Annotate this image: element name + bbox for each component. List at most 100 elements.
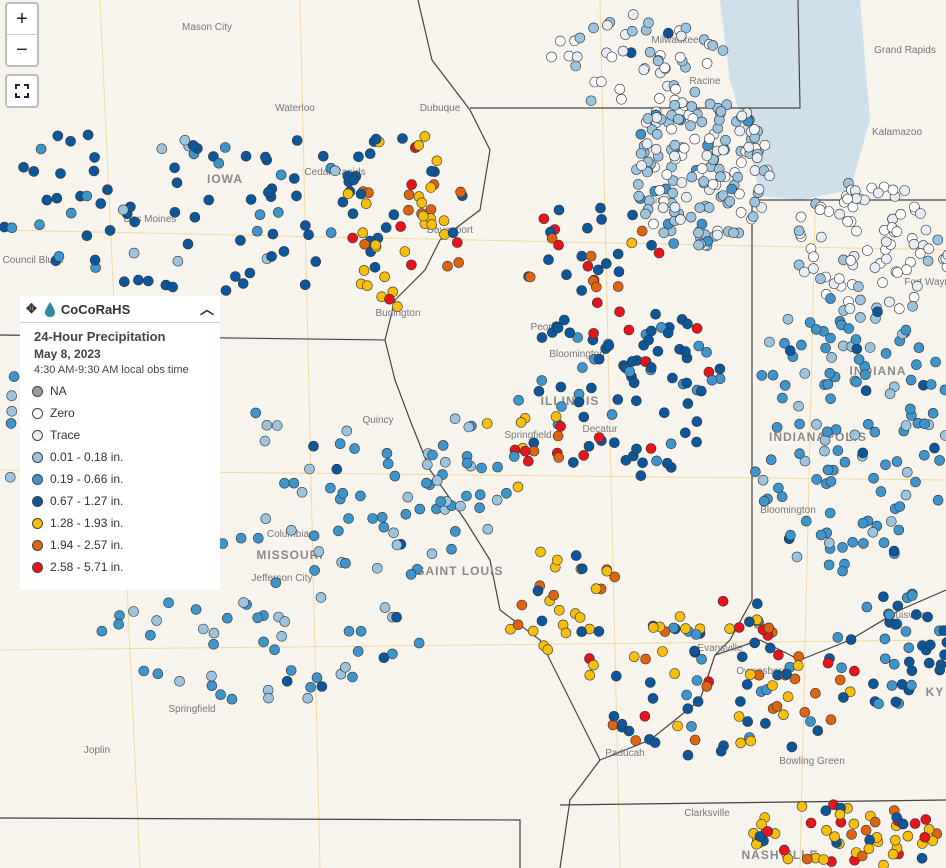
station-marker <box>632 179 644 190</box>
station-marker <box>848 818 860 830</box>
place-label: Paducah <box>605 748 644 759</box>
station-marker <box>118 204 129 216</box>
station-marker <box>533 385 545 397</box>
brand: CoCoRaHS <box>60 301 131 317</box>
station-marker <box>588 659 599 671</box>
station-marker <box>593 353 605 365</box>
station-marker <box>616 718 628 730</box>
station-marker <box>855 294 866 306</box>
station-marker <box>686 721 697 732</box>
station-marker <box>654 185 666 196</box>
station-marker <box>834 208 846 220</box>
zoom-in[interactable]: + <box>7 4 37 35</box>
station-marker <box>617 45 629 57</box>
station-marker <box>583 440 595 452</box>
station-marker <box>647 693 659 704</box>
station-marker <box>704 98 716 110</box>
station-marker <box>636 225 648 237</box>
logo <box>44 302 55 317</box>
place-label: Joplin <box>84 745 110 756</box>
station-marker <box>595 76 607 87</box>
place-label: Bloomington <box>549 349 605 360</box>
station-marker <box>582 260 594 272</box>
station-marker <box>855 312 866 323</box>
station-marker <box>570 60 582 72</box>
station-marker <box>263 187 274 198</box>
place-label: IOWA <box>207 172 243 186</box>
station-marker <box>421 459 433 470</box>
station-marker <box>553 204 565 216</box>
station-marker <box>614 306 625 318</box>
station-marker <box>796 339 807 351</box>
station-marker <box>756 818 767 830</box>
station-marker <box>642 113 654 124</box>
station-marker <box>922 611 933 623</box>
stations <box>0 9 946 868</box>
legend-label: Zero <box>50 406 75 420</box>
station-marker <box>669 668 681 679</box>
station-marker <box>524 271 536 283</box>
station-marker <box>743 141 755 153</box>
station-marker <box>782 691 794 703</box>
station-marker <box>810 687 821 699</box>
station-marker <box>206 670 217 682</box>
station-marker <box>182 238 194 250</box>
station-marker <box>609 437 620 449</box>
station-marker <box>169 207 181 218</box>
station-marker <box>612 248 624 260</box>
station-marker <box>815 529 827 541</box>
station-marker <box>891 226 903 237</box>
station-marker <box>413 637 425 649</box>
station-marker <box>626 25 638 37</box>
station-marker <box>431 475 443 486</box>
station-marker <box>842 216 853 227</box>
station-marker <box>208 638 219 650</box>
legend-label: 0.01 - 0.18 in. <box>50 450 124 464</box>
station-marker <box>724 196 736 207</box>
station-marker <box>832 445 844 456</box>
station-marker <box>736 110 748 122</box>
station-marker <box>751 152 763 163</box>
station-marker <box>603 340 615 351</box>
station-marker <box>901 264 912 276</box>
station-marker <box>789 673 801 685</box>
station-marker <box>361 280 373 292</box>
station-marker <box>875 486 887 497</box>
station-marker <box>235 235 246 246</box>
station-marker <box>230 271 241 282</box>
station-marker <box>416 197 428 209</box>
station-marker <box>602 19 613 31</box>
station-marker <box>651 455 662 467</box>
station-marker <box>645 325 657 337</box>
station-marker <box>695 385 707 397</box>
station-marker <box>527 625 539 637</box>
station-marker <box>252 612 264 624</box>
station-marker <box>449 413 461 425</box>
station-marker <box>860 369 871 381</box>
station-marker <box>536 615 548 627</box>
station-marker <box>923 657 935 669</box>
station-marker <box>689 86 701 98</box>
place-label: MISSOURI <box>256 548 323 562</box>
station-marker <box>279 477 290 489</box>
station-marker <box>648 218 659 230</box>
station-marker <box>845 634 857 645</box>
station-marker <box>551 554 563 566</box>
station-marker <box>736 157 747 168</box>
station-marker <box>52 130 64 142</box>
station-marker <box>474 489 486 501</box>
station-marker <box>897 818 909 830</box>
station-marker <box>884 296 895 308</box>
move-icon[interactable]: ✥ <box>26 301 37 316</box>
station-marker <box>333 525 344 537</box>
legend-label: 0.67 - 1.27 in. <box>50 494 124 508</box>
fullscreen-button[interactable] <box>7 76 37 106</box>
zoom-out[interactable]: − <box>16 39 28 61</box>
collapse-button[interactable]: ︿ <box>200 301 214 317</box>
station-marker <box>843 323 855 334</box>
station-marker <box>474 502 485 514</box>
station-marker <box>682 749 694 761</box>
station-marker <box>886 680 898 691</box>
station-marker <box>879 633 891 645</box>
